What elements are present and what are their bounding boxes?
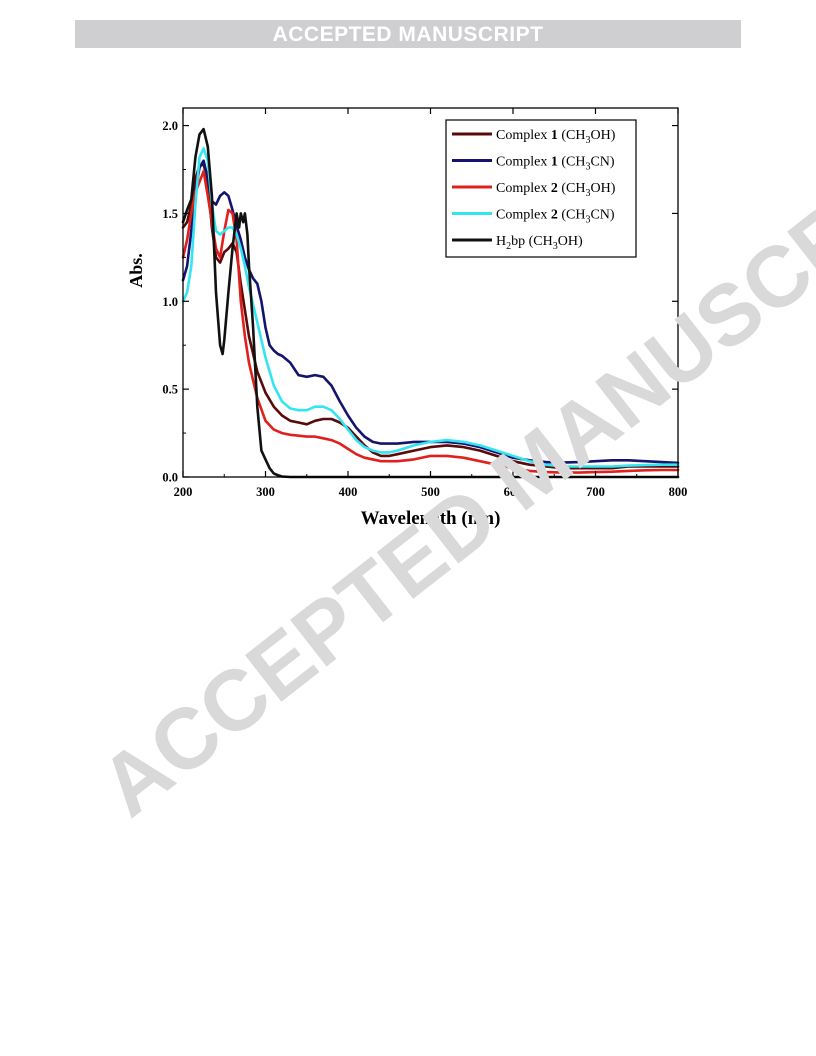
x-tick-label: 800 — [669, 485, 688, 499]
y-tick-label: 2.0 — [162, 119, 178, 133]
legend-label: Complex 1 (CH3CN) — [496, 155, 615, 173]
legend: Complex 1 (CH3OH) Complex 1 (CH3CN) Comple… — [445, 119, 637, 258]
x-tick-label: 400 — [339, 485, 358, 499]
x-tick-label: 700 — [586, 485, 605, 499]
x-tick-label: 600 — [504, 485, 523, 499]
x-tick-label: 500 — [421, 485, 440, 499]
y-tick-label: 1.0 — [162, 295, 178, 309]
series-line-1 — [181, 162, 680, 470]
y-axis-label: Abs. — [126, 253, 146, 288]
series-line-4 — [181, 147, 680, 468]
x-tick-label: 200 — [174, 485, 193, 499]
axis-layer: 200 300 400 500 600 700 800 0.0 0.5 1.0 1.5 2.0 Wave… — [126, 107, 688, 529]
x-tick-label: 300 — [256, 485, 275, 499]
series-line-3 — [181, 170, 680, 474]
legend-label: Complex 2 (CH3OH) — [496, 181, 616, 199]
y-tick-label: 0.0 — [162, 471, 178, 485]
accepted-manuscript-banner: ACCEPTED MANUSCRIPT — [75, 20, 741, 48]
x-axis-label: Wavelength (nm) — [361, 508, 501, 529]
series-layer — [181, 127, 680, 479]
legend-label: H2bp (CH3OH) — [496, 234, 583, 252]
legend-label: Complex 2 (CH3CN) — [496, 208, 615, 226]
y-tick-label: 1.5 — [162, 207, 178, 221]
y-tick-label: 0.5 — [162, 383, 178, 397]
legend-label: Complex 1 (CH3OH) — [496, 128, 616, 146]
